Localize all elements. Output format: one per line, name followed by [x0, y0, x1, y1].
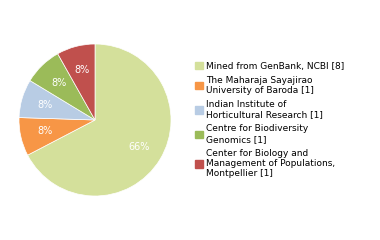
Text: 8%: 8%	[37, 126, 52, 137]
Wedge shape	[19, 81, 95, 120]
Text: 8%: 8%	[74, 65, 90, 75]
Wedge shape	[58, 44, 95, 120]
Wedge shape	[28, 44, 171, 196]
Wedge shape	[19, 118, 95, 155]
Text: 66%: 66%	[128, 142, 150, 152]
Wedge shape	[30, 54, 95, 120]
Legend: Mined from GenBank, NCBI [8], The Maharaja Sayajirao
University of Baroda [1], I: Mined from GenBank, NCBI [8], The Mahara…	[195, 62, 345, 178]
Text: 8%: 8%	[51, 78, 66, 88]
Text: 8%: 8%	[38, 100, 53, 110]
